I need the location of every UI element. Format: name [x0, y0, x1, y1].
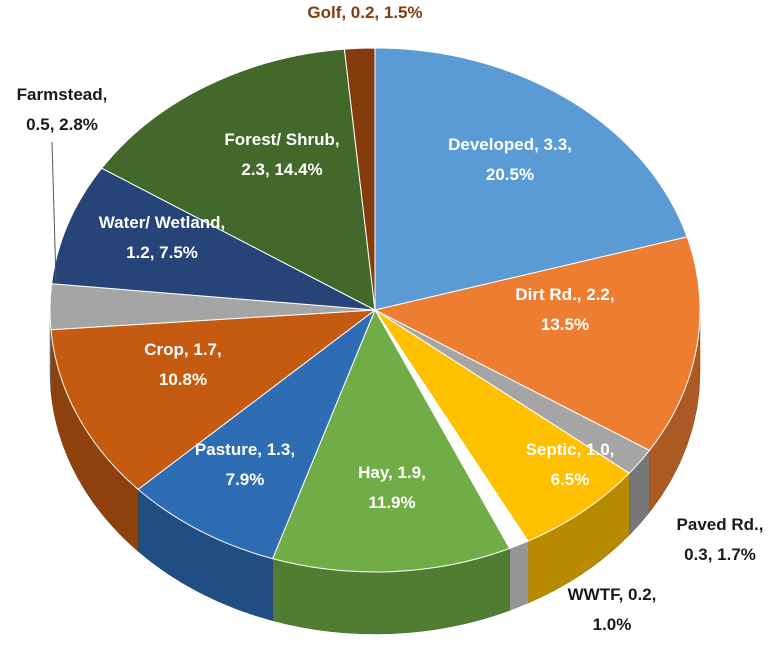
- leader-line: [51, 141, 57, 283]
- data-label: WWTF, 0.2, 1.0%: [568, 585, 657, 634]
- data-label: Water/ Wetland, 1.2, 7.5%: [99, 213, 226, 262]
- data-label: Pasture, 1.3, 7.9%: [195, 440, 295, 489]
- data-label: Forest/ Shrub, 2.3, 14.4%: [224, 130, 339, 179]
- pie-slice: [343, 47, 376, 311]
- data-label: Paved Rd., 0.3, 1.7%: [677, 515, 764, 564]
- pie-side: [509, 540, 529, 611]
- pie-slice: [271, 308, 511, 573]
- data-label: Crop, 1.7, 10.8%: [144, 340, 221, 389]
- pie-slice: [374, 309, 631, 542]
- pie-slice: [50, 309, 377, 490]
- data-label: Farmstead, 0.5, 2.8%: [17, 85, 108, 134]
- data-label: Golf, 0.2, 1.5%: [307, 3, 422, 22]
- data-label: Developed, 3.3, 20.5%: [448, 135, 572, 184]
- pie-slice: [51, 167, 376, 311]
- data-label: Hay, 1.9, 11.9%: [358, 463, 426, 512]
- pie-slice: [100, 48, 376, 311]
- labels: Developed, 3.3, 20.5% Dirt Rd., 2.2, 13.5% P…: [17, 3, 764, 634]
- data-label: Septic, 1.0, 6.5%: [526, 440, 615, 489]
- pie-tops: [49, 47, 701, 573]
- pie-slice: [137, 308, 377, 560]
- pie-slice: [373, 236, 701, 452]
- data-label: Dirt Rd., 2.2, 13.5%: [515, 285, 614, 334]
- pie-slice: [374, 47, 688, 311]
